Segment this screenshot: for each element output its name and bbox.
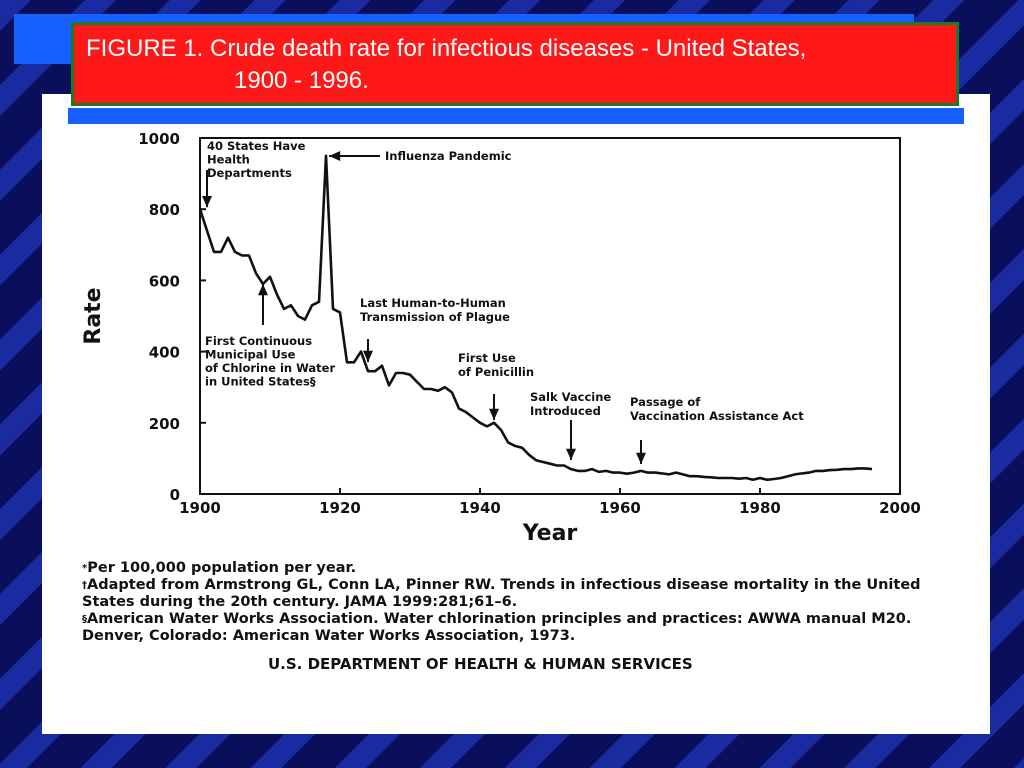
- x-tick-label: 1940: [459, 499, 501, 517]
- annotation-vaccination-act-arrow-head: [636, 452, 646, 464]
- footnote-2: †Adapted from Armstrong GL, Conn LA, Pin…: [82, 577, 921, 610]
- annotation-chlorine-line: of Chlorine in Water: [205, 361, 335, 375]
- annotation-vaccination-act-line: Vaccination Assistance Act: [630, 409, 804, 423]
- agency-credit: U.S. DEPARTMENT OF HEALTH & HUMAN SERVIC…: [268, 655, 693, 673]
- x-tick-label: 1980: [739, 499, 781, 517]
- annotation-salk-line: Introduced: [530, 404, 601, 418]
- annotation-penicillin-arrow-head: [489, 408, 499, 420]
- annotation-health-depts-arrow-head: [202, 196, 212, 208]
- title-line-1: FIGURE 1. Crude death rate for infectiou…: [86, 35, 807, 62]
- footnotes: *Per 100,000 population per year. †Adapt…: [82, 560, 952, 645]
- annotation-health-depts-line: 40 States Have: [207, 139, 306, 153]
- annotation-chlorine-line: First Continuous: [205, 334, 312, 348]
- y-axis-label: Rate: [81, 287, 106, 344]
- y-tick-label: 400: [149, 344, 180, 362]
- x-tick-label: 1920: [319, 499, 361, 517]
- y-tick-label: 1000: [138, 130, 180, 148]
- annotation-health-depts-line: Departments: [207, 166, 292, 180]
- y-tick-label: 0: [170, 486, 180, 504]
- y-tick-label: 800: [149, 201, 180, 219]
- slide-title: FIGURE 1. Crude death rate for infectiou…: [71, 22, 959, 106]
- y-tick-label: 600: [149, 272, 180, 290]
- annotation-chlorine-line: Municipal Use: [205, 348, 296, 362]
- blue-rule-bar: [68, 108, 964, 124]
- x-tick-label: 2000: [879, 499, 921, 517]
- footnote-1: *Per 100,000 population per year.: [82, 560, 357, 576]
- title-line-2: 1900 - 1996.: [234, 67, 369, 94]
- annotation-salk-line: Salk Vaccine: [530, 390, 611, 404]
- footnote-3: §American Water Works Association. Water…: [82, 611, 912, 644]
- death-rate-chart: 0 200 400 600 800 1000 1900 1920 1940 1960 1980 200…: [81, 130, 921, 546]
- annotation-plague-arrow-head: [363, 350, 373, 362]
- plot-frame: [199, 137, 901, 495]
- annotation-penicillin-line: of Penicillin: [458, 365, 534, 379]
- x-axis-label: Year: [522, 521, 578, 546]
- annotation-influenza-line: Influenza Pandemic: [385, 149, 512, 163]
- annotation-chlorine-line: in United States§: [205, 375, 316, 389]
- annotation-chlorine-arrow-head: [258, 284, 268, 296]
- annotation-plague-line: Transmission of Plague: [360, 310, 510, 324]
- annotation-health-depts-line: Health: [207, 153, 250, 167]
- annotation-plague-line: Last Human-to-Human: [360, 296, 506, 310]
- x-tick-label: 1900: [179, 499, 221, 517]
- annotation-salk-arrow-head: [566, 448, 576, 460]
- x-tick-label: 1960: [599, 499, 641, 517]
- series-line: [198, 154, 873, 482]
- annotation-penicillin-line: First Use: [458, 351, 516, 365]
- y-tick-label: 200: [149, 415, 180, 433]
- annotation-influenza-arrow-head: [329, 151, 341, 161]
- annotation-vaccination-act-line: Passage of: [630, 395, 701, 409]
